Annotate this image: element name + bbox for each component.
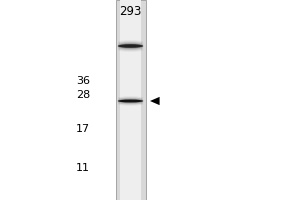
Ellipse shape [118,42,143,46]
Polygon shape [150,97,160,105]
Ellipse shape [118,45,143,48]
Ellipse shape [118,99,143,102]
Ellipse shape [118,98,143,101]
Ellipse shape [118,100,143,102]
Ellipse shape [118,44,143,48]
Text: 36: 36 [76,76,90,86]
Text: 17: 17 [76,124,90,134]
Text: 28: 28 [76,90,90,100]
Ellipse shape [118,44,143,47]
Ellipse shape [118,96,143,100]
Bar [116,0,146,200]
Ellipse shape [118,101,143,104]
Ellipse shape [118,47,143,51]
Ellipse shape [118,41,143,45]
Text: 11: 11 [76,163,90,173]
Ellipse shape [118,48,143,52]
Ellipse shape [118,46,143,50]
Ellipse shape [118,100,143,103]
Ellipse shape [118,102,143,106]
Bar [120,0,141,200]
Text: 293: 293 [119,5,142,18]
Ellipse shape [118,40,143,44]
